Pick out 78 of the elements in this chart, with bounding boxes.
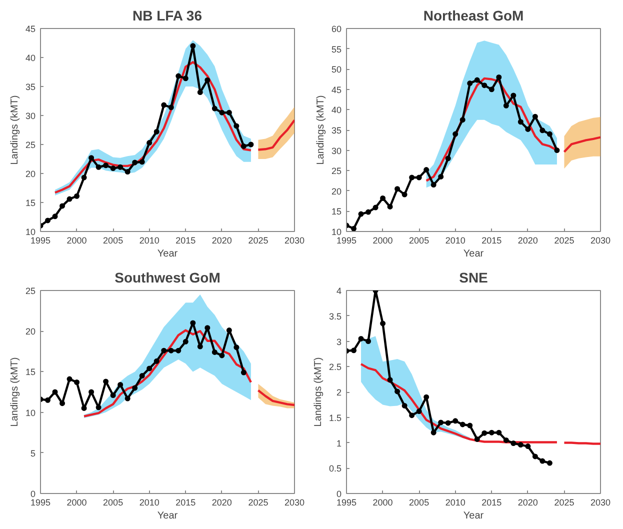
- y-tick-label: 1: [336, 438, 342, 448]
- y-tick-label: 45: [25, 24, 36, 34]
- y-tick-label: 20: [25, 326, 36, 337]
- y-axis-title: Landings (kMT): [9, 95, 20, 165]
- x-tick-label: 2020: [518, 236, 538, 246]
- x-tick-label: 2020: [518, 498, 538, 508]
- y-axis-title: Landings (kMT): [315, 95, 326, 165]
- y-tick-label: 50: [331, 64, 342, 75]
- y-tick-label: 30: [331, 146, 342, 156]
- y-tick-label: 55: [331, 44, 342, 54]
- y-tick-label: 20: [331, 186, 342, 196]
- y-tick-label: 35: [331, 126, 342, 136]
- x-tick-label: 2015: [176, 498, 196, 508]
- x-tick-label: 2010: [139, 236, 160, 246]
- y-tick-label: 2.5: [328, 362, 342, 372]
- x-axis-title: Year: [157, 510, 178, 522]
- x-tick-label: 2005: [409, 236, 430, 246]
- x-tick-label: 2025: [554, 498, 574, 508]
- x-tick-label: 2010: [445, 498, 466, 508]
- x-tick-label: 2030: [590, 236, 611, 246]
- x-axis-title: Year: [463, 248, 484, 260]
- x-tick-label: 2015: [482, 498, 502, 508]
- y-tick-label: 15: [331, 206, 342, 217]
- y-tick-label: 25: [331, 166, 342, 176]
- x-tick-label: 2020: [212, 498, 232, 508]
- y-tick-label: 10: [331, 227, 342, 237]
- y-tick-label: 10: [25, 227, 36, 237]
- chart-title: SNE: [459, 270, 488, 286]
- x-tick-label: 1995: [30, 498, 51, 508]
- y-tick-label: 3: [336, 336, 342, 347]
- y-tick-label: 1.5: [328, 412, 342, 423]
- x-tick-label: 2025: [248, 236, 268, 246]
- x-axis-title: Year: [463, 510, 484, 522]
- y-tick-label: 30: [25, 111, 36, 121]
- x-tick-label: 2005: [103, 236, 124, 246]
- x-tick-label: 2000: [372, 498, 393, 508]
- x-tick-label: 2025: [248, 498, 268, 508]
- y-tick-label: 2: [336, 388, 342, 398]
- y-tick-label: 0: [30, 489, 36, 499]
- x-tick-label: 2010: [139, 498, 160, 508]
- y-tick-label: 45: [331, 84, 342, 95]
- x-tick-label: 2015: [482, 236, 502, 246]
- x-tick-label: 2030: [284, 236, 305, 246]
- x-tick-label: 2020: [212, 236, 232, 246]
- x-tick-label: 2005: [409, 498, 430, 508]
- y-tick-label: 25: [25, 286, 36, 296]
- x-tick-label: 1995: [336, 236, 357, 246]
- x-tick-label: 2025: [554, 236, 574, 246]
- y-tick-label: 5: [30, 448, 36, 458]
- y-axis-title: Landings (kMT): [312, 357, 324, 427]
- y-tick-label: 15: [25, 367, 36, 378]
- x-tick-label: 1995: [30, 236, 51, 246]
- chart-title: Northeast GoM: [423, 8, 524, 24]
- x-tick-label: 2010: [445, 236, 466, 246]
- y-tick-label: 20: [25, 169, 36, 179]
- y-tick-label: 3.5: [328, 311, 342, 322]
- y-tick-label: 10: [25, 408, 36, 418]
- x-tick-label: 2005: [103, 498, 124, 508]
- x-axis-title: Year: [157, 248, 178, 260]
- x-tick-label: 2000: [372, 236, 393, 246]
- x-tick-label: 2000: [66, 236, 87, 246]
- x-tick-label: 2000: [66, 498, 87, 508]
- y-tick-label: 4: [336, 286, 342, 296]
- chart-title: Southwest GoM: [114, 270, 220, 286]
- y-tick-label: 25: [25, 140, 36, 150]
- y-tick-label: 60: [331, 24, 342, 34]
- chart-title: NB LFA 36: [132, 8, 202, 24]
- y-tick-label: 40: [25, 53, 36, 63]
- y-tick-label: 0.5: [328, 464, 342, 474]
- y-axis-title: Landings (kMT): [9, 357, 20, 427]
- x-tick-label: 2030: [590, 498, 611, 508]
- x-tick-label: 2015: [176, 236, 196, 246]
- y-tick-label: 35: [25, 82, 36, 92]
- x-tick-label: 2030: [284, 498, 305, 508]
- y-tick-label: 0: [336, 489, 342, 499]
- y-tick-label: 15: [25, 198, 36, 208]
- x-tick-label: 1995: [336, 498, 357, 508]
- y-tick-label: 40: [331, 105, 342, 116]
